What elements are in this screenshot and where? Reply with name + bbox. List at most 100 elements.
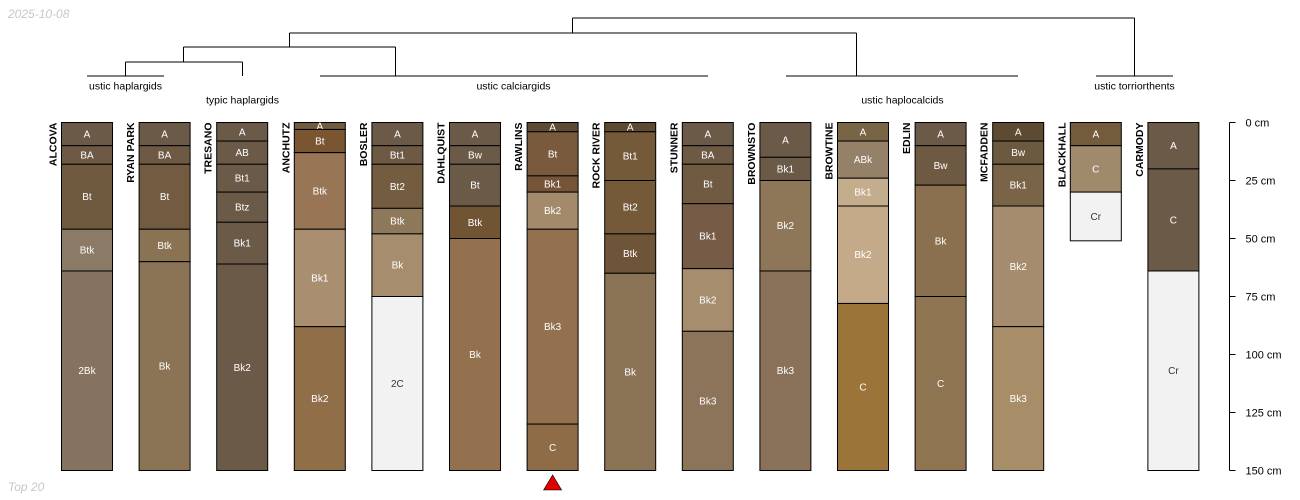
horizon-label: A [1015, 127, 1022, 138]
horizon-label: C [549, 443, 556, 454]
group-label-typic-haplargids: typic haplargids [206, 95, 279, 107]
horizon-label: BA [80, 150, 94, 161]
horizon-btz [216, 191, 269, 223]
profile-blackhall: A C Cr BLACKHALL [1056, 122, 1122, 242]
profile-name: CARMODY [1134, 123, 1146, 177]
horizon-label: Bt2 [390, 182, 405, 193]
horizon-label: Bt [315, 137, 325, 148]
horizon-label: Bt [160, 192, 170, 203]
group-label-ustic-torriorthents: ustic torriorthents [1094, 81, 1175, 93]
profile-name: ROCK RIVER [591, 122, 603, 188]
horizon-a [759, 122, 812, 158]
date-stamp: 2025-10-08 [8, 7, 70, 21]
horizon-label: Btz [235, 203, 249, 214]
highlight-marker [543, 474, 563, 491]
horizon-label: C [859, 382, 866, 393]
horizon-bk1 [681, 203, 734, 270]
horizon-bt [449, 163, 501, 207]
horizon-label: C [1092, 164, 1099, 175]
horizon-bk3 [759, 270, 812, 472]
triangle-marker-icon [543, 474, 563, 491]
horizon-c [914, 296, 967, 471]
profile-name: BOSLER [358, 122, 370, 166]
horizon-label: A [704, 130, 711, 141]
horizon-bk1 [837, 177, 889, 207]
horizon-label: Bt1 [623, 152, 638, 163]
horizon-bk1 [216, 221, 269, 265]
horizon-bt [138, 163, 191, 230]
axis-tick-label: 150 cm [1246, 466, 1282, 478]
horizon-abk [837, 140, 889, 179]
profile-dahlquist: A Bw Bt Btk Bk DAHLQUIST [436, 122, 501, 471]
horizon-label: Bk3 [777, 366, 795, 377]
axis-tick-label: 100 cm [1246, 350, 1282, 362]
soil-profiles: A BA Bt Btk 2Bk ALCOVA A BA Bt Btk Bk RYAN PARK A AB B… [48, 121, 1200, 472]
horizon-btk [293, 152, 346, 230]
horizon-label: Bk2 [1010, 262, 1028, 273]
profile-name: BROWTINE [824, 123, 836, 180]
horizon-2c [371, 296, 424, 471]
caption: Top 20 [8, 480, 45, 494]
horizon-btk [604, 233, 657, 274]
horizon-cr [1147, 270, 1200, 472]
profile-browtine: A ABk Bk1 Bk2 C BROWTINE [824, 122, 889, 471]
horizon-label: Bk [935, 236, 948, 247]
horizon-bt [61, 163, 113, 230]
horizon-label: Btk [80, 246, 95, 257]
horizon-label: ABk [854, 155, 873, 166]
profile-mcfadden: A Bw Bk1 Bk2 Bk3 MCFADDEN [979, 122, 1045, 471]
horizon-label: Btk [390, 217, 405, 228]
axis-tick-label: 25 cm [1246, 176, 1276, 188]
horizon-label: Bk2 [699, 295, 717, 306]
horizon-label: A [394, 130, 401, 141]
horizon-label: Bk2 [854, 250, 872, 261]
horizon-label: A [549, 123, 556, 134]
horizon-label: Bk2 [777, 221, 795, 232]
horizon-label: A [472, 130, 479, 141]
horizon-2bk [61, 270, 113, 472]
depth-axis: 0 cm 25 cm 50 cm 75 cm 100 cm 125 cm 150 cm [1229, 118, 1282, 478]
profile-alcova: A BA Bt Btk 2Bk ALCOVA [48, 122, 113, 472]
horizon-label: A [860, 127, 867, 138]
horizon-label: Bk3 [699, 396, 717, 407]
horizon-label: Bt1 [390, 150, 405, 161]
horizon-bk2 [837, 205, 889, 304]
horizon-label: Cr [1091, 212, 1102, 223]
horizon-label: Bk1 [777, 164, 795, 175]
horizon-label: Btk [313, 186, 328, 197]
axis-tick-label: 50 cm [1246, 234, 1276, 246]
horizon-label: Bw [1011, 148, 1026, 159]
profile-bosler: A Bt1 Bt2 Btk Bk 2C BOSLER [358, 122, 424, 471]
horizon-bt1 [216, 163, 269, 193]
horizon-label: Bk [624, 367, 637, 378]
horizon-c [526, 423, 579, 472]
profile-name: ANCHUTZ [280, 122, 292, 173]
profile-name: EDLIN [901, 123, 913, 155]
horizon-label: Bk [159, 362, 172, 373]
horizon-label: Bw [934, 161, 949, 172]
horizon-label: A [937, 130, 944, 141]
horizon-label: Bt [548, 149, 558, 160]
horizon-label: Bt1 [235, 174, 250, 185]
profile-name: ALCOVA [48, 122, 60, 166]
profile-rawlins: A Bt Bk1 Bk2 Bk3 C RAWLINS [513, 122, 579, 472]
group-labels: ustic haplargids typic haplargids ustic ca… [89, 81, 1175, 107]
horizon-label: A [84, 130, 91, 141]
axis-tick-label: 125 cm [1246, 408, 1282, 420]
profile-stunner: A BA Bt Bk1 Bk2 Bk3 STUNNER [668, 122, 734, 471]
horizon-btk [138, 228, 191, 263]
horizon-label: A [239, 127, 246, 138]
horizon-label: Bk [469, 350, 482, 361]
horizon-label: Bt [470, 181, 480, 192]
horizon-bk3 [992, 326, 1045, 471]
profile-name: RYAN PARK [125, 122, 137, 183]
profile-name: MCFADDEN [979, 122, 991, 182]
horizon-label: A [161, 130, 168, 141]
horizon-label: C [937, 379, 944, 390]
horizon-bt [681, 163, 734, 205]
horizon-label: BA [701, 150, 715, 161]
horizon-label: A [782, 135, 789, 146]
profile-brownsto: A Bk1 Bk2 Bk3 BROWNSTO [746, 122, 812, 472]
horizon-label: Bk2 [234, 363, 252, 374]
